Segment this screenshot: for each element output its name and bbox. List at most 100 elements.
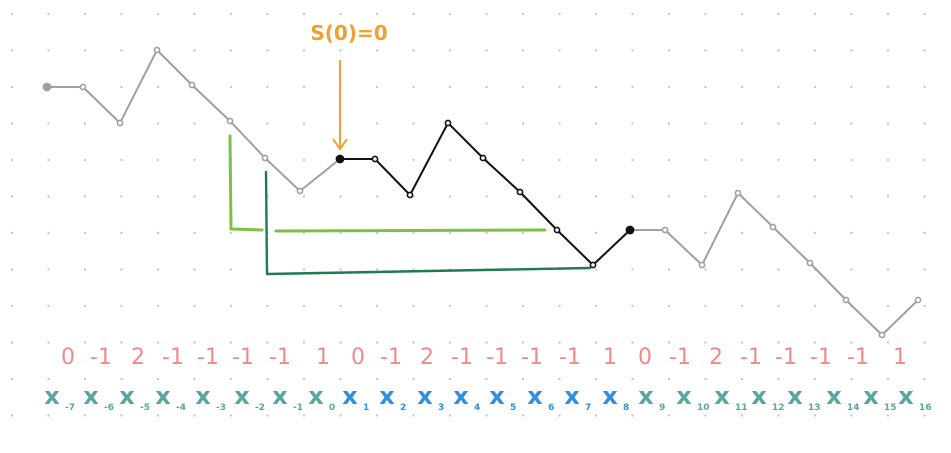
grid-dot	[594, 195, 598, 198]
grid-dot	[740, 341, 744, 344]
grid-dot	[521, 49, 525, 52]
grid-dot	[923, 377, 926, 381]
x-label-sub: 0	[329, 403, 335, 413]
x-label-sub: 6	[548, 403, 554, 413]
grid-dot	[448, 304, 452, 308]
grid-dot	[631, 268, 634, 271]
grid-dot	[83, 231, 87, 235]
grid-dot	[923, 12, 926, 16]
x-label-base: x	[564, 382, 580, 410]
grid-dot	[923, 195, 926, 198]
grid-dot	[339, 304, 342, 308]
grid-dot	[120, 304, 123, 308]
grid-dot	[850, 195, 853, 198]
grid-dot	[375, 304, 379, 308]
grid-dot	[375, 85, 379, 89]
grid-dot	[923, 268, 926, 271]
grid-dot	[448, 341, 452, 344]
grid-dot	[375, 414, 379, 417]
walk-segment-left	[46, 49, 341, 192]
x-label: x 13	[787, 382, 820, 413]
grid-dot	[631, 122, 634, 125]
grid-dot	[339, 414, 342, 417]
step-value: -1	[451, 345, 473, 370]
grid-dot	[850, 231, 853, 235]
grid-dot	[302, 341, 306, 344]
grid-dot	[339, 231, 342, 235]
x-label-base: x	[527, 382, 543, 410]
grid-dot	[266, 341, 269, 344]
grid-dot	[521, 12, 525, 16]
grid-dot	[886, 414, 890, 417]
grid-dot	[156, 85, 160, 89]
x-label-sub: 2	[400, 403, 406, 413]
grid-dot	[594, 268, 598, 271]
grid-dot	[667, 377, 671, 381]
step-value: 2	[420, 345, 434, 370]
grid-dot	[375, 195, 379, 198]
walk-node-gray	[914, 296, 922, 304]
step-value: -1	[486, 345, 508, 370]
grid-dot	[558, 414, 561, 417]
walk-node-gray	[698, 261, 706, 269]
grid-dot	[193, 231, 196, 235]
grid-dot	[339, 195, 342, 198]
grid-dot	[521, 304, 525, 308]
x-label: x 16	[898, 382, 931, 413]
x-label-sub: 11	[735, 403, 748, 413]
grid-dot	[229, 341, 233, 344]
grid-dot	[47, 377, 50, 381]
grid-dot	[229, 231, 233, 235]
grid-dot	[558, 377, 561, 381]
grid-dot	[193, 158, 196, 162]
grid-dot	[485, 377, 488, 381]
grid-dot	[923, 341, 926, 344]
grid-dot	[777, 304, 780, 308]
grid-dot	[777, 85, 780, 89]
grid-dot	[302, 414, 306, 417]
grid-dot	[667, 122, 671, 125]
bracket-dark	[264, 170, 592, 276]
x-label: x -2	[234, 382, 265, 413]
grid-dot	[120, 12, 123, 16]
grid-dot	[83, 158, 87, 162]
x-label: x -7	[44, 382, 75, 413]
grid-dot	[923, 158, 926, 162]
x-label-base: x	[234, 382, 250, 410]
grid-dot	[923, 304, 926, 308]
grid-dot	[83, 195, 87, 198]
grid-dot	[156, 377, 160, 381]
grid-dot	[886, 85, 890, 89]
grid-dot	[302, 195, 306, 198]
grid-dot	[594, 122, 598, 125]
walk-node-gray	[661, 226, 669, 234]
grid-dot	[339, 268, 342, 271]
grid-dot	[448, 85, 452, 89]
grid-dot	[704, 85, 707, 89]
x-label: x 10	[676, 382, 709, 413]
grid-dot	[704, 195, 707, 198]
grid-dot	[156, 231, 160, 235]
grid-dot	[193, 304, 196, 308]
step-value: 2	[709, 345, 723, 370]
grid-dot	[156, 122, 160, 125]
grid-dot	[375, 12, 379, 16]
grid-dot	[266, 49, 269, 52]
step-value: -1	[740, 345, 762, 370]
grid-dot	[229, 49, 233, 52]
grid-dot	[10, 231, 14, 235]
grid-dot	[631, 414, 634, 417]
grid-dot	[631, 341, 634, 344]
x-label-sub: 3	[438, 403, 444, 413]
grid-dot	[412, 377, 415, 381]
grid-dot	[704, 341, 707, 344]
grid-dot	[521, 85, 525, 89]
grid-dot	[740, 414, 744, 417]
step-value: 0	[638, 345, 652, 370]
walk-node-gray	[226, 117, 234, 125]
x-label-sub: -2	[255, 403, 265, 413]
grid-dot	[521, 341, 525, 344]
